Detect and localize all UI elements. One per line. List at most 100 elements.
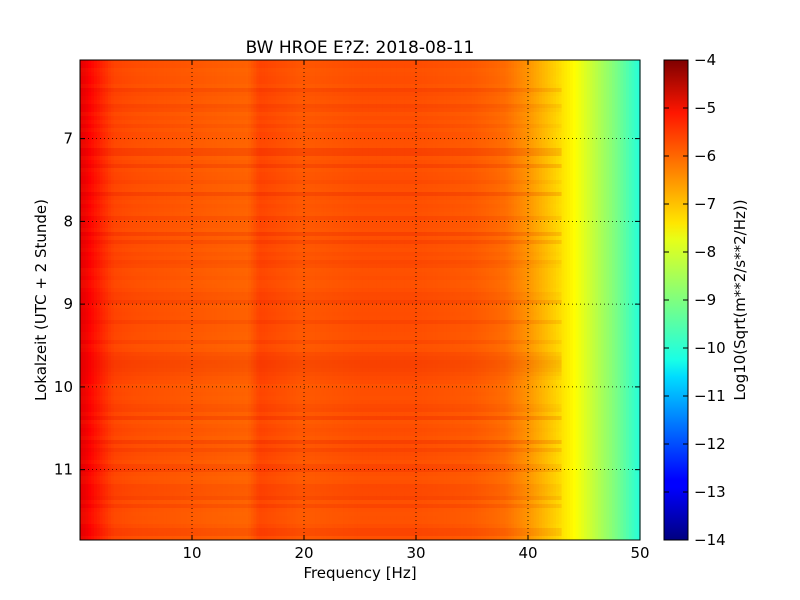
spectrogram-column bbox=[530, 60, 535, 540]
colorbar-tick-label: −9 bbox=[694, 291, 716, 309]
spectrogram-band bbox=[80, 320, 562, 324]
spectrogram-column bbox=[281, 60, 285, 540]
spectrogram-band bbox=[80, 60, 562, 64]
spectrogram-column bbox=[438, 60, 442, 540]
spectrogram-column bbox=[169, 60, 173, 540]
spectrogram-column bbox=[256, 60, 260, 540]
spectrogram-column bbox=[620, 60, 624, 540]
spectrogram-band bbox=[80, 300, 562, 304]
spectrogram-column bbox=[250, 60, 255, 540]
spectrogram-band bbox=[80, 456, 562, 460]
spectrogram-column bbox=[413, 60, 417, 540]
spectrogram-column bbox=[626, 60, 630, 540]
spectrogram-column bbox=[203, 60, 207, 540]
spectrogram-column bbox=[634, 60, 638, 540]
spectrogram-column bbox=[539, 60, 543, 540]
spectrogram-band bbox=[80, 292, 562, 296]
spectrogram-column bbox=[309, 60, 313, 540]
spectrogram-band bbox=[80, 520, 562, 524]
spectrogram-column bbox=[477, 60, 481, 540]
spectrogram-band bbox=[80, 184, 562, 188]
spectrogram-band bbox=[80, 464, 562, 468]
spectrogram-column bbox=[312, 60, 316, 540]
spectrogram-bands bbox=[80, 60, 562, 540]
spectrogram-column bbox=[575, 60, 579, 540]
spectrogram-column bbox=[88, 60, 92, 540]
spectrogram-band bbox=[80, 252, 562, 256]
spectrogram-column bbox=[572, 60, 577, 540]
spectrogram-band bbox=[80, 228, 562, 232]
y-axis-label: Lokalzeit (UTC + 2 Stunde) bbox=[32, 199, 50, 401]
spectrogram-column bbox=[301, 60, 305, 540]
spectrogram-column bbox=[544, 60, 549, 540]
y-tick-label: 8 bbox=[63, 212, 73, 230]
spectrogram-column bbox=[245, 60, 249, 540]
spectrogram-column bbox=[514, 60, 518, 540]
spectrogram-band bbox=[80, 256, 562, 260]
spectrogram-column bbox=[175, 60, 179, 540]
spectrogram-band bbox=[80, 364, 562, 368]
spectrogram-column bbox=[432, 60, 437, 540]
spectrogram-column bbox=[108, 60, 112, 540]
spectrogram-column bbox=[222, 60, 227, 540]
spectrogram-column bbox=[136, 60, 140, 540]
spectrogram-band bbox=[80, 452, 562, 456]
axis-ticks bbox=[80, 60, 641, 540]
spectrogram-band bbox=[80, 168, 562, 172]
spectrogram-band bbox=[80, 96, 562, 100]
spectrogram-band bbox=[80, 180, 562, 184]
spectrogram-band bbox=[80, 232, 562, 236]
spectrogram-column bbox=[337, 60, 341, 540]
spectrogram-column bbox=[262, 60, 266, 540]
spectrogram-band bbox=[80, 84, 562, 88]
spectrogram-band bbox=[80, 148, 562, 152]
spectrogram-column bbox=[147, 60, 151, 540]
colorbar-label: Log10(Sqrt(m**2/s**2/Hz)) bbox=[731, 199, 749, 400]
spectrogram-column bbox=[217, 60, 221, 540]
spectrogram-column bbox=[556, 60, 560, 540]
colorbar: −4 −5 −6 −7 −8 −9 −10 −11 −12 −13 −14 Log10(Sqrt(m… bbox=[663, 51, 749, 549]
spectrogram-column bbox=[536, 60, 540, 540]
spectrogram-column bbox=[150, 60, 154, 540]
spectrogram-column bbox=[455, 60, 459, 540]
spectrogram-band bbox=[80, 436, 562, 440]
spectrogram-column bbox=[418, 60, 423, 540]
spectrogram-column bbox=[102, 60, 106, 540]
spectrogram-band bbox=[80, 144, 562, 148]
colorbar-tick-label: −11 bbox=[694, 387, 726, 405]
spectrogram-band bbox=[80, 100, 562, 104]
colorbar-tick-label: −12 bbox=[694, 435, 726, 453]
spectrogram-column bbox=[326, 60, 330, 540]
spectrogram-column bbox=[542, 60, 546, 540]
spectrogram-band bbox=[80, 108, 562, 112]
spectrogram-column bbox=[547, 60, 551, 540]
spectrogram-column bbox=[362, 60, 367, 540]
spectrogram-band bbox=[80, 536, 562, 540]
spectrogram-column bbox=[631, 60, 635, 540]
spectrogram-column bbox=[80, 60, 84, 540]
spectrogram-column bbox=[430, 60, 434, 540]
spectrogram-column bbox=[483, 60, 487, 540]
spectrogram-column bbox=[385, 60, 389, 540]
spectrogram-column bbox=[497, 60, 501, 540]
spectrogram-band bbox=[80, 412, 562, 416]
spectrogram-band bbox=[80, 92, 562, 96]
spectrogram-band bbox=[80, 136, 562, 140]
spectrogram-column bbox=[388, 60, 392, 540]
x-tick-label: 10 bbox=[182, 544, 201, 562]
spectrogram-column bbox=[189, 60, 193, 540]
spectrogram-column bbox=[379, 60, 383, 540]
spectrogram-band bbox=[80, 368, 562, 372]
spectrogram-band bbox=[80, 280, 562, 284]
spectrogram-band bbox=[80, 160, 562, 164]
x-axis-label: Frequency [Hz] bbox=[303, 564, 416, 582]
spectrogram-band bbox=[80, 196, 562, 200]
spectrogram-column bbox=[410, 60, 414, 540]
spectrogram-column bbox=[276, 60, 280, 540]
spectrogram-column bbox=[469, 60, 473, 540]
spectrogram-band bbox=[80, 220, 562, 224]
spectrogram-band bbox=[80, 428, 562, 432]
spectrogram-band bbox=[80, 132, 562, 136]
spectrogram-column bbox=[600, 60, 605, 540]
spectrogram-column bbox=[399, 60, 403, 540]
